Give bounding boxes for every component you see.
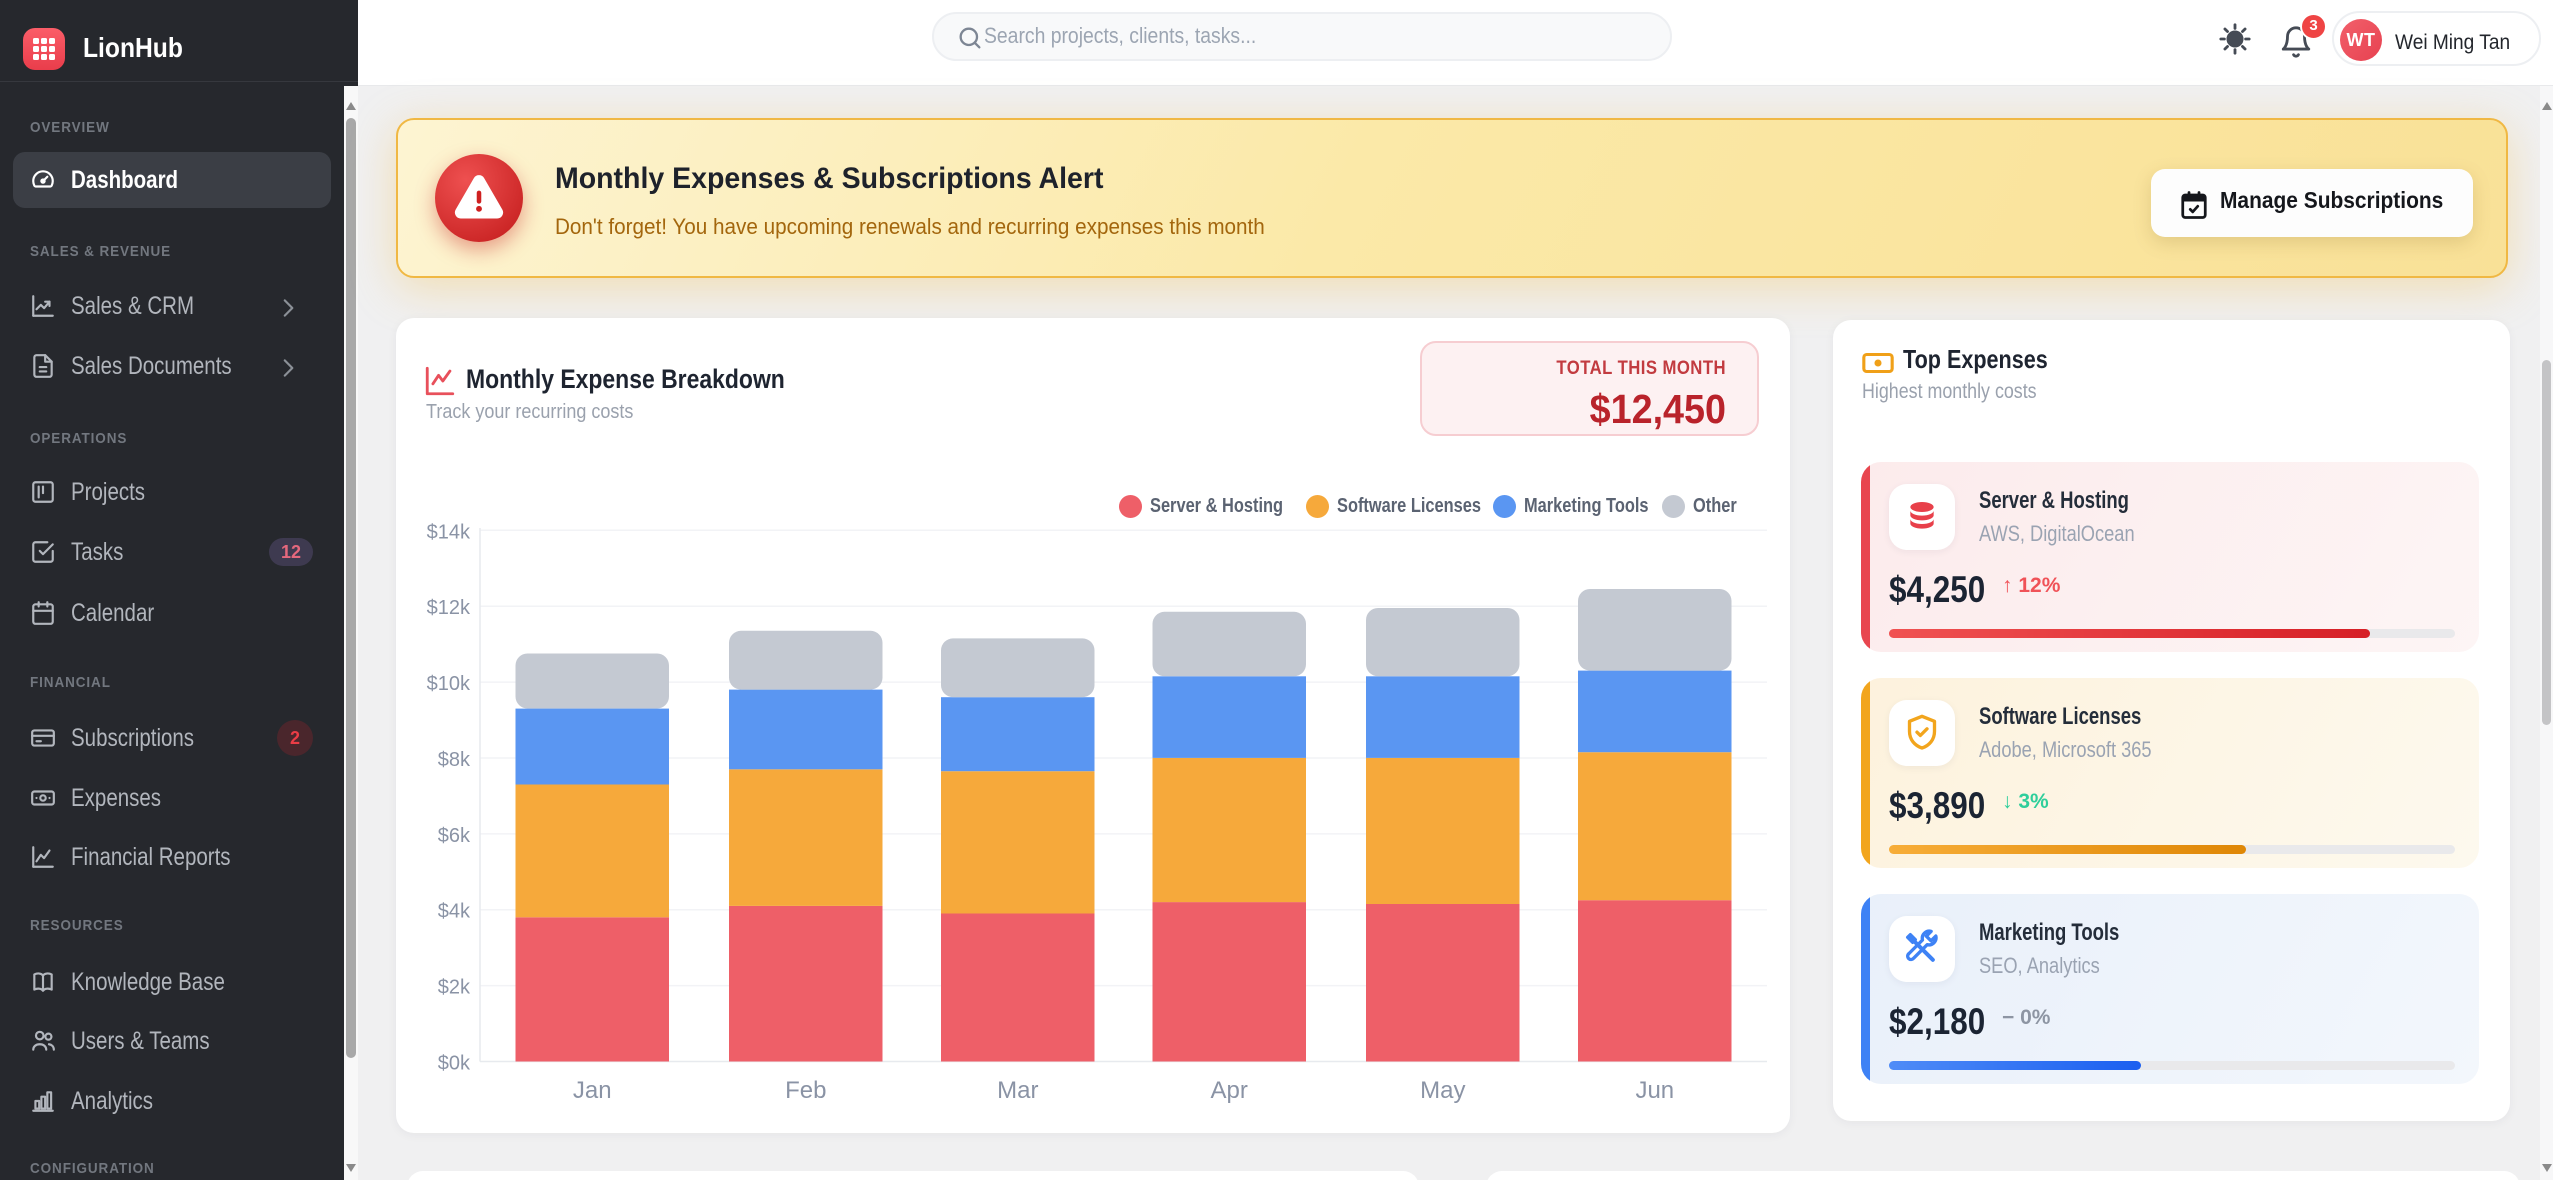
svg-text:$0k: $0k — [438, 1053, 471, 1075]
svg-text:May: May — [1420, 1077, 1465, 1104]
svg-text:$2k: $2k — [438, 977, 471, 999]
svg-text:$8k: $8k — [438, 749, 471, 771]
svg-text:Mar: Mar — [997, 1077, 1038, 1104]
svg-text:$12k: $12k — [427, 597, 471, 619]
svg-text:$6k: $6k — [438, 825, 471, 847]
svg-text:$10k: $10k — [427, 673, 471, 695]
svg-text:Jun: Jun — [1635, 1077, 1674, 1104]
svg-text:$14k: $14k — [427, 521, 471, 543]
svg-text:Feb: Feb — [785, 1077, 826, 1104]
svg-text:Apr: Apr — [1211, 1077, 1248, 1104]
svg-text:Jan: Jan — [573, 1077, 612, 1104]
svg-text:$4k: $4k — [438, 901, 471, 923]
